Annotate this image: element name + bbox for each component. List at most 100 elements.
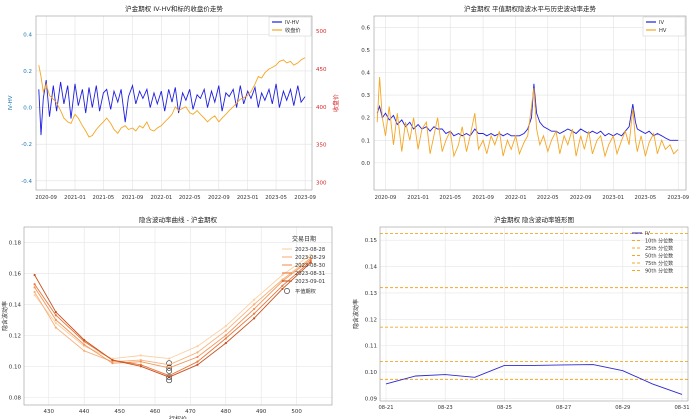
chart4-ytick-label: 0.09 <box>365 396 378 402</box>
chart3-smile-point <box>111 362 114 365</box>
chart3-legend-label: 2023-08-28 <box>295 247 325 253</box>
chart2-ytick-label: 0.2 <box>361 116 370 122</box>
chart1-legend-label: IV-HV <box>285 20 300 26</box>
chart2-ytick-label: 0.6 <box>361 25 370 31</box>
chart3-legend-label: 平值期权 <box>295 287 317 295</box>
chart2-series-line-1 <box>376 76 679 158</box>
chart2-xtick-label: 2021-05 <box>439 195 461 201</box>
chart1-xtick-label: 2021-09 <box>122 195 144 201</box>
chart3-smile-point <box>83 340 86 343</box>
chart-1-iv-hv-close: -0.4 -0.2 0.0 0.2 0.4 2020-09 2021-01 2021-05 20… <box>8 4 340 201</box>
chart1-ytick-label: 0.2 <box>23 69 32 75</box>
chart4-ytick-label: 0.15 <box>365 238 378 244</box>
chart3-smile-point <box>309 258 312 261</box>
chart4-legend-label: 10th 分位数 <box>645 238 673 245</box>
chart3-smile-point <box>309 256 312 260</box>
chart4-xtick-label: 08-21 <box>378 405 393 411</box>
chart3-xtick-label: 440 <box>79 409 90 415</box>
chart2-ytick-label: 0.3 <box>361 93 370 99</box>
chart3-smile-point <box>196 345 199 348</box>
chart3-smile-point <box>33 290 36 294</box>
chart2-xtick-label: 2021-09 <box>472 195 494 201</box>
chart3-ytick-label: 0.16 <box>9 271 22 277</box>
chart3-ytick-label: 0.14 <box>9 302 22 308</box>
chart4-ylabel: 隐含波动率 <box>352 299 360 329</box>
chart3-smile-point <box>224 334 227 337</box>
chart1-ylabel-right: 收盘价 <box>332 94 340 112</box>
chart3-plot-frame <box>23 226 333 406</box>
chart1-xtick-label: 2021-01 <box>64 195 86 201</box>
chart3-smile-line-0 <box>34 254 312 360</box>
chart3-smile-point <box>224 329 227 332</box>
chart4-legend-label: 25th 分位数 <box>645 245 673 252</box>
chart4-legend-label: 90th 分位数 <box>645 268 673 275</box>
chart3-ytick-label: 0.18 <box>9 240 22 246</box>
chart2-ytick-label: 0.0 <box>361 161 370 167</box>
chart1-series-line-1 <box>38 57 306 138</box>
chart3-smile-point <box>281 287 284 291</box>
chart3-smile-point <box>196 355 199 359</box>
chart1-xtick-label: 2022-05 <box>179 195 201 201</box>
chart1-plot-frame <box>35 15 313 191</box>
chart3-smile-point <box>196 360 199 363</box>
chart3-ytick-label: 0.08 <box>9 395 22 401</box>
chart1-ytick-label: -0.4 <box>21 179 32 185</box>
chart2-title: 沪金期权 平值期权隐波水平与历史波动率走势 <box>464 4 597 13</box>
chart1-ytick-right-label: 500 <box>316 29 327 35</box>
chart2-ytick-label: 0.1 <box>361 138 370 144</box>
chart3-smile-point <box>196 351 199 354</box>
chart3-smile-point <box>139 359 142 362</box>
chart1-ytick-right-label: 300 <box>316 180 327 186</box>
chart1-ytick-right-label: 350 <box>316 143 327 149</box>
chart3-atm-marker <box>166 367 173 374</box>
chart4-ytick-label: 0.13 <box>365 291 378 297</box>
chart1-xtick-label: 2022-09 <box>208 195 230 201</box>
chart1-xtick-label: 2021-05 <box>93 195 115 201</box>
chart2-xtick-label: 2023-05 <box>635 195 657 201</box>
chart3-ylabel: 隐含波动率 <box>1 301 9 331</box>
chart3-smile-point <box>168 357 171 360</box>
chart3-smile-point <box>139 365 142 368</box>
chart3-smile-point <box>54 314 57 317</box>
chart4-xtick-label: 08-29 <box>615 405 630 411</box>
chart1-ytick-label: 0.4 <box>23 32 32 38</box>
chart1-ytick-right-label: 450 <box>316 67 327 73</box>
chart1-title: 沪金期权 IV-HV和标的收盘价走势 <box>125 4 223 13</box>
chart4-ytick-label: 0.14 <box>365 265 378 271</box>
chart3-smile-point <box>168 374 171 377</box>
chart3-smile-point <box>253 303 256 306</box>
chart4-legend-label: IV <box>645 231 650 237</box>
chart4-iv-line <box>385 364 683 395</box>
chart3-smile-point <box>139 354 142 357</box>
chart3-smile-line-1 <box>34 257 312 366</box>
chart3-smile-point <box>111 360 114 363</box>
chart3-smile-point <box>224 341 227 345</box>
chart3-smile-point <box>33 294 36 297</box>
chart1-ytick-label: 0.0 <box>23 106 32 112</box>
chart3-smile-line-2 <box>34 259 312 369</box>
chart3-xtick-label: 470 <box>185 409 196 415</box>
chart2-xtick-label: 2020-09 <box>375 195 397 201</box>
chart3-atm-marker <box>166 374 173 381</box>
chart-2-iv-vs-hv: 0.0 0.1 0.2 0.3 0.4 0.5 0.6 2020-09 2021-01 2021-… <box>361 4 689 201</box>
chart3-smile-point <box>253 317 256 320</box>
chart4-ytick-label: 0.10 <box>365 370 378 376</box>
chart3-smile-point <box>139 363 142 366</box>
chart3-smile-point <box>253 298 256 301</box>
chart1-series-line-0 <box>38 80 306 136</box>
chart4-legend-label: 50th 分位数 <box>645 253 673 260</box>
chart3-atm-marker <box>166 377 173 384</box>
chart2-legend-label: HV <box>659 28 667 34</box>
chart3-smile-point <box>253 312 256 315</box>
chart3-smile-point <box>309 253 312 256</box>
chart4-plot-frame <box>379 226 689 402</box>
chart1-xtick-label: 2023-09 <box>294 195 316 201</box>
chart2-xtick-label: 2023-09 <box>667 195 689 201</box>
chart3-legend-label: 2023-09-01 <box>295 279 325 285</box>
chart3-legend-atm-swatch <box>284 288 290 294</box>
chart1-xtick-label: 2020-09 <box>35 195 57 201</box>
chart3-legend-label: 2023-08-31 <box>295 271 325 277</box>
chart3-legend-title: 交易日期 <box>292 235 316 243</box>
chart4-xtick-label: 08-23 <box>438 405 453 411</box>
chart3-smile-point <box>33 286 36 289</box>
